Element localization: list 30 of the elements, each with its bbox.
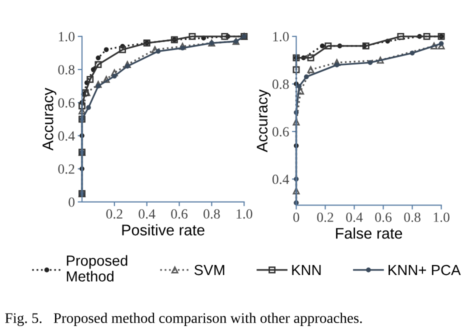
y-tick-label: 1.0 [273, 32, 289, 42]
x-tick-label: 0.2 [106, 209, 122, 219]
x-tick-label: 0.8 [204, 209, 220, 219]
x-tick-label: 0.4 [346, 212, 363, 222]
y-axis-title: Accuracy [256, 89, 271, 152]
y-tick-label: 0.8 [58, 65, 75, 75]
x-tick-label: 1.0 [236, 209, 252, 219]
legend-label: KNN+ PCA [388, 264, 461, 276]
x-axis-title: False rate [336, 228, 402, 239]
x-tick-label: 0 [293, 212, 300, 222]
y-tick-label: 0 [68, 197, 75, 207]
y-tick-label: 0.4 [272, 174, 290, 184]
y-tick-label: 0.6 [272, 127, 289, 137]
y-tick-label: 0.8 [272, 80, 289, 89]
y-tick-label: 0.6 [58, 98, 75, 108]
x-axis-title: Positive rate [122, 224, 204, 236]
legend-label: KNN [292, 265, 321, 276]
y-tick-label: 0.4 [58, 131, 75, 141]
x-tick-label: 0.6 [171, 209, 188, 219]
y-tick-label: 1.0 [58, 32, 75, 42]
x-tick-label: 1.0 [434, 212, 450, 222]
x-tick-label: 0.2 [317, 212, 334, 222]
y-tick-label: 0.2 [58, 164, 74, 174]
caption: Fig. 5. Proposed method comparison with other approaches. [5, 312, 362, 326]
y-axis-title: Accuracy [42, 88, 56, 151]
legend-label: Proposed Method [66, 255, 128, 282]
x-tick-label: 0.6 [375, 212, 392, 222]
x-tick-label: 0.8 [404, 212, 420, 222]
x-tick-label: 0.4 [138, 209, 156, 219]
legend-label: SVM [194, 264, 224, 276]
